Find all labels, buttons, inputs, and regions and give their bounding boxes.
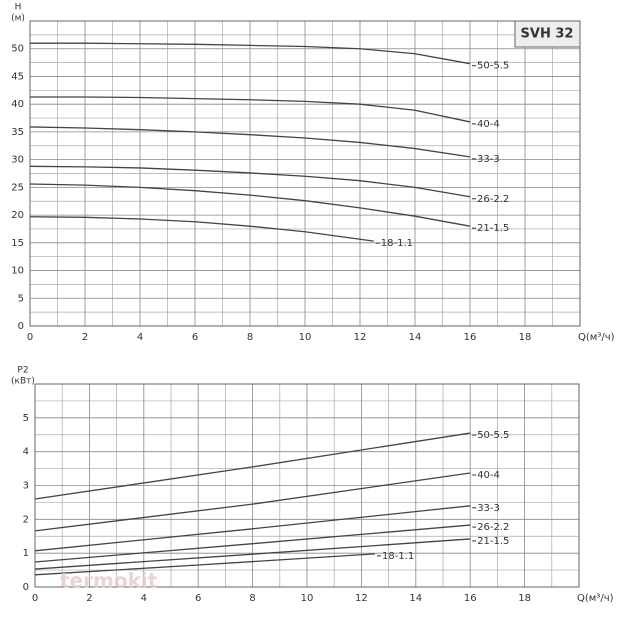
y-tick-label: 5: [18, 293, 24, 304]
y-axis-label: P2: [17, 366, 28, 376]
y-tick-label: 10: [11, 266, 24, 277]
y-tick-label: 2: [23, 514, 29, 525]
y-axis-label: (м): [11, 14, 25, 24]
series-line: [30, 96, 471, 123]
y-tick-label: 0: [23, 582, 29, 593]
y-tick-label: 20: [11, 210, 24, 221]
series-line: [34, 472, 471, 532]
x-tick-label: 10: [299, 332, 312, 343]
x-tick-label: 18: [518, 593, 531, 604]
series-label: 18-1.1: [382, 551, 414, 562]
series-label: 18-1.1: [381, 238, 413, 249]
x-tick-label: 12: [355, 593, 368, 604]
x-tick-label: 10: [301, 593, 314, 604]
y-tick-label: 35: [11, 127, 24, 138]
y-axis-label: (кВт): [11, 377, 35, 387]
x-tick-label: 16: [464, 593, 477, 604]
x-tick-label: 4: [141, 593, 147, 604]
y-tick-label: 45: [11, 71, 24, 82]
y-tick-label: 50: [11, 44, 24, 55]
x-tick-label: 2: [82, 332, 88, 343]
x-tick-label: 0: [27, 332, 33, 343]
y-tick-label: 4: [23, 447, 29, 458]
series-line: [30, 42, 471, 65]
series-label: 33-3: [477, 503, 500, 514]
y-tick-label: 15: [11, 238, 24, 249]
series-label: 21-1.5: [477, 223, 509, 234]
y-axis-label: H: [15, 3, 22, 13]
x-tick-label: 0: [32, 593, 38, 604]
y-tick-label: 3: [23, 481, 29, 492]
x-axis-label: Q(м³/ч): [577, 593, 614, 604]
series-line: [29, 216, 374, 242]
series-label: 50-5.5: [477, 61, 509, 72]
watermark: termokit: [60, 569, 158, 593]
series-label: 26-2.2: [477, 522, 509, 533]
y-tick-label: 0: [18, 321, 24, 332]
x-tick-label: 2: [86, 593, 92, 604]
series-line: [29, 126, 471, 158]
series-label: 40-4: [477, 119, 500, 130]
y-tick-label: 1: [23, 548, 29, 559]
series-line: [29, 183, 471, 227]
plot-frame: [29, 20, 581, 327]
series-label: 40-4: [477, 470, 500, 481]
x-axis-label: Q(м³/ч): [578, 332, 615, 343]
series-label: 21-1.5: [477, 536, 509, 547]
x-tick-label: 6: [192, 332, 198, 343]
series-line: [34, 432, 471, 500]
y-tick-label: 5: [23, 413, 29, 424]
series-line: [29, 165, 471, 198]
x-tick-label: 18: [519, 332, 532, 343]
series-label: 26-2.2: [477, 194, 509, 205]
y-tick-label: 30: [11, 155, 24, 166]
x-tick-label: 8: [249, 593, 255, 604]
x-tick-label: 16: [464, 332, 477, 343]
x-tick-label: 4: [137, 332, 143, 343]
series-line: [34, 524, 471, 563]
x-tick-label: 14: [409, 593, 422, 604]
series-line: [34, 553, 376, 576]
y-tick-label: 25: [11, 182, 24, 193]
series-label: 50-5.5: [477, 430, 509, 441]
x-tick-label: 8: [247, 332, 253, 343]
series-label: 33-3: [477, 154, 500, 165]
x-tick-label: 6: [195, 593, 201, 604]
x-tick-label: 12: [354, 332, 367, 343]
badge: SVH 32: [521, 27, 574, 42]
series-line: [34, 505, 471, 552]
badge-box: [514, 20, 581, 48]
plot-frame: [34, 383, 580, 588]
y-tick-label: 40: [11, 99, 24, 110]
x-tick-label: 14: [409, 332, 422, 343]
series-line: [34, 538, 471, 570]
